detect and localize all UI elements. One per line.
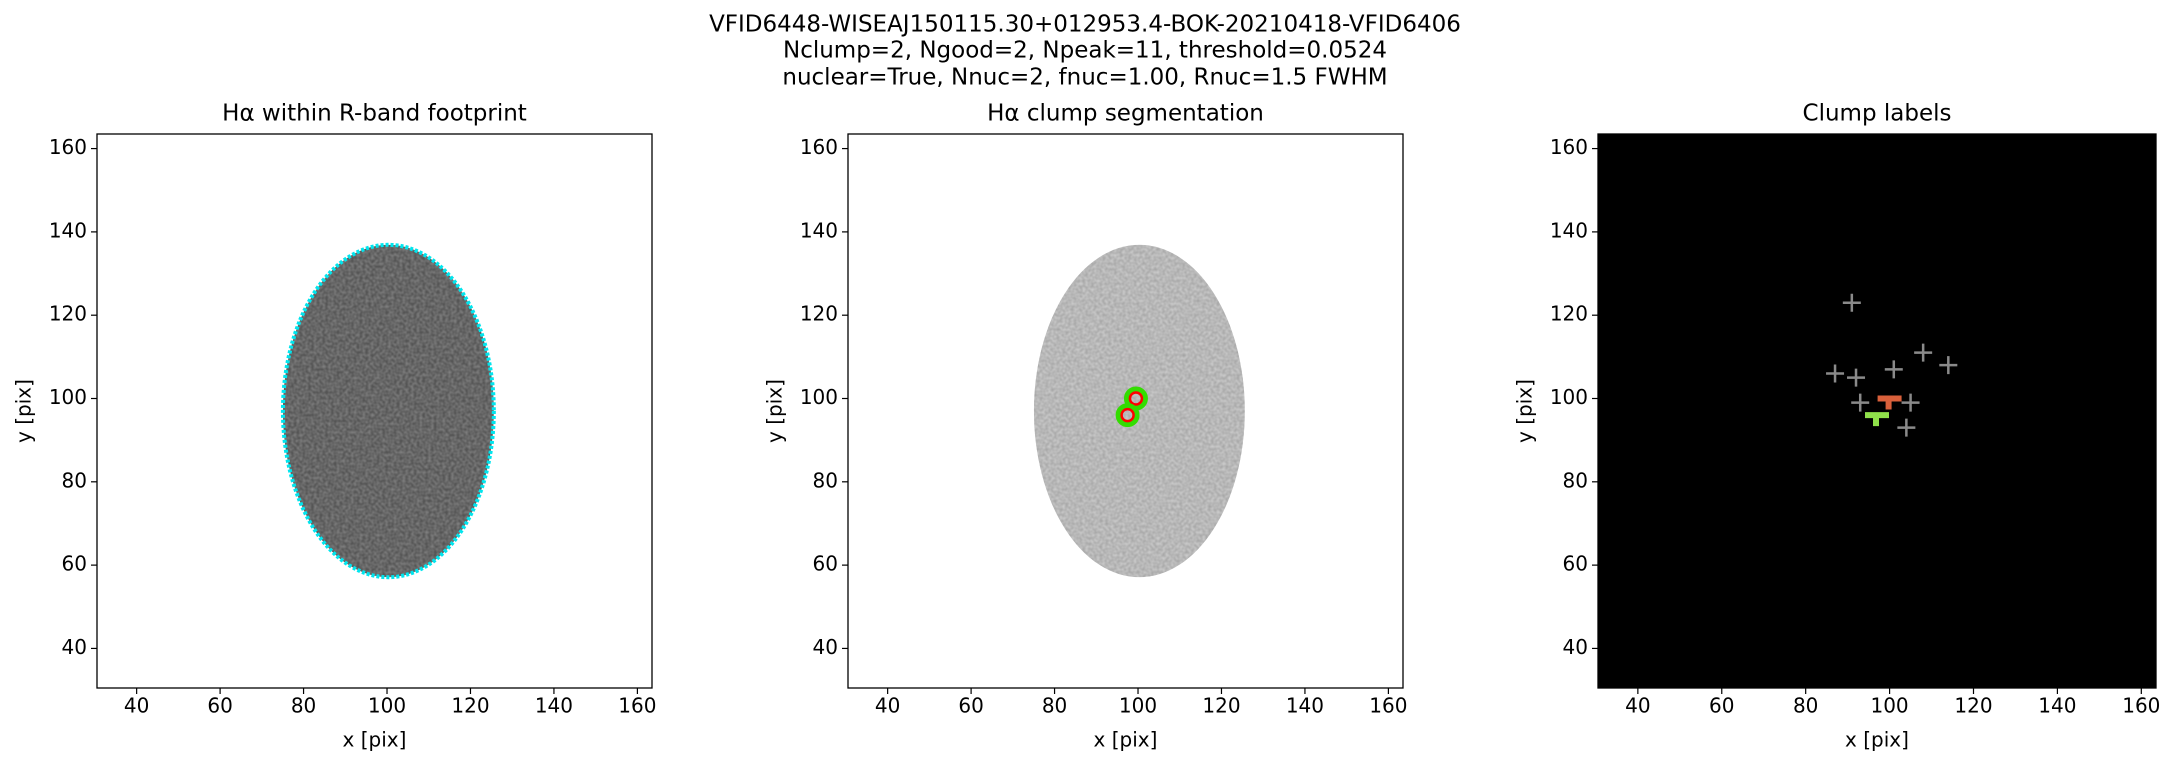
y-tick-label: 140 [1550,218,1588,242]
footprint-outline [280,242,496,580]
peak-marker [1884,360,1903,379]
peak-marker [1842,293,1861,312]
peak-marker [1939,356,1958,375]
y-tick-label: 80 [813,468,838,492]
figure-title-line: Nclump=2, Ngood=2, Npeak=11, threshold=0… [783,38,1387,64]
peak-marker [1847,368,1866,387]
y-tick-label: 100 [1550,385,1588,409]
y-axis-label: y [pix] [12,379,36,443]
x-tick-label: 100 [1870,694,1908,718]
figure-title-line: VFID6448-WISEAJ150115.30+012953.4-BOK-20… [709,12,1461,38]
x-tick-label: 60 [207,694,232,718]
galaxy-noise [282,244,494,578]
y-tick-label: 80 [1563,468,1588,492]
y-tick-label: 120 [800,302,838,326]
galaxy-noise [1033,244,1245,578]
x-tick-label: 140 [1286,694,1324,718]
x-tick-label: 100 [368,694,406,718]
image-background [1598,134,2156,688]
x-tick-label: 40 [124,694,149,718]
x-tick-label: 80 [1042,694,1067,718]
x-tick-label: 60 [958,694,983,718]
y-tick-label: 160 [1550,135,1588,159]
clump-segment [1865,412,1889,427]
peak-marker [1897,418,1916,437]
y-tick-label: 60 [1563,552,1588,576]
x-tick-label: 100 [1119,694,1157,718]
peak-marker [1851,393,1870,412]
y-tick-label: 140 [49,218,87,242]
x-tick-label: 40 [1625,694,1650,718]
y-tick-label: 100 [49,385,87,409]
peak-marker [1826,364,1845,383]
x-tick-label: 140 [535,694,573,718]
x-tick-label: 160 [2122,694,2160,718]
axes-title: Clump labels [1803,101,1952,127]
y-tick-label: 60 [813,552,838,576]
y-axis-label: y [pix] [763,379,787,443]
y-tick-label: 160 [49,135,87,159]
x-tick-label: 60 [1709,694,1734,718]
y-tick-label: 160 [800,135,838,159]
x-tick-label: 40 [875,694,900,718]
y-tick-label: 140 [800,218,838,242]
x-tick-label: 140 [2038,694,2076,718]
x-tick-label: 160 [618,694,656,718]
clump-center [1128,391,1144,406]
y-tick-label: 80 [62,468,87,492]
x-tick-label: 160 [1369,694,1407,718]
axes-title: Hα within R-band footprint [222,101,527,127]
y-tick-label: 40 [62,635,87,659]
y-tick-label: 40 [813,635,838,659]
clump-center [1120,407,1135,423]
figure-title-line: nuclear=True, Nnuc=2, fnuc=1.00, Rnuc=1.… [782,65,1387,91]
axes-title: Hα clump segmentation [987,101,1264,127]
peak-marker [1914,343,1933,362]
axes-frame [96,133,653,689]
x-tick-label: 120 [451,694,489,718]
y-tick-label: 100 [800,385,838,409]
x-axis-label: x [pix] [343,728,407,752]
x-tick-label: 80 [1793,694,1818,718]
y-axis-label: y [pix] [1513,379,1537,443]
x-tick-label: 80 [291,694,316,718]
x-tick-label: 120 [1954,694,1992,718]
axes-frame [1597,133,2157,689]
axes-frame [847,133,1404,689]
x-axis-label: x [pix] [1094,728,1158,752]
y-tick-label: 60 [62,552,87,576]
x-tick-label: 120 [1202,694,1240,718]
y-tick-label: 120 [49,302,87,326]
y-tick-label: 40 [1563,635,1588,659]
peak-marker [1901,393,1920,412]
clump-marker [1115,403,1140,428]
x-axis-label: x [pix] [1845,728,1909,752]
clump-segment [1877,395,1902,410]
y-tick-label: 120 [1550,302,1588,326]
